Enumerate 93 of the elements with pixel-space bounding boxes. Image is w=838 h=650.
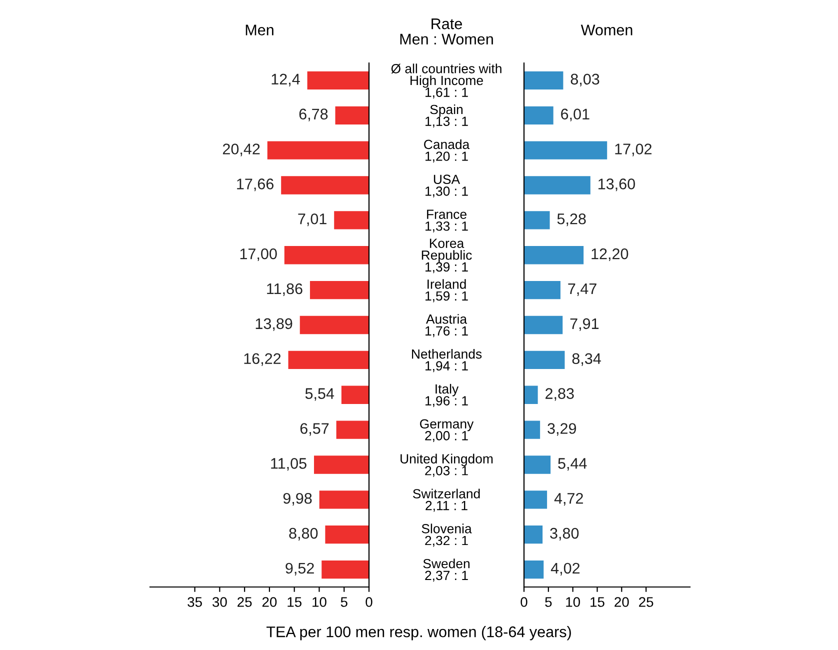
x-tick-label: 15 <box>288 597 302 607</box>
y-tick-label: France 1,33 : 1 <box>426 210 468 232</box>
bar <box>524 560 544 579</box>
data-label: 7,91 <box>570 318 599 331</box>
y-tick-label: Switzerland 2,11 : 1 <box>413 488 480 512</box>
data-label: 9,98 <box>283 492 312 506</box>
x-tick-label: 5 <box>340 597 348 607</box>
bar <box>524 386 538 404</box>
chart-title: Men <box>246 24 274 36</box>
data-label: 4,02 <box>550 562 580 576</box>
bar <box>524 316 563 334</box>
data-label: 11,05 <box>271 458 306 471</box>
bar <box>314 456 369 474</box>
data-label: 4,72 <box>554 492 583 506</box>
data-label: 5,54 <box>305 388 334 401</box>
x-tick-label: 10 <box>312 597 326 607</box>
y-tick-label: Ireland 1,59 : 1 <box>426 279 468 302</box>
bar <box>310 280 369 300</box>
bar <box>319 490 369 509</box>
data-label: 7,01 <box>298 213 326 226</box>
y-tick-label: Germany 2,00 : 1 <box>420 419 474 442</box>
bar <box>334 211 369 230</box>
data-label: 3,80 <box>550 528 579 541</box>
data-label: 13,89 <box>256 318 292 331</box>
data-label: 2,83 <box>546 388 574 401</box>
data-label: 17,00 <box>240 248 277 262</box>
data-label: 13,60 <box>598 178 635 192</box>
bar <box>524 141 608 160</box>
data-label: 20,42 <box>222 144 260 156</box>
bar <box>341 386 369 404</box>
bar <box>524 211 550 230</box>
data-label: 6,78 <box>299 108 328 122</box>
x-tick-label: 0 <box>520 597 528 607</box>
bar <box>284 246 369 264</box>
x-tick-label: 35 <box>188 597 202 607</box>
data-label: 6,57 <box>300 423 329 436</box>
y-tick-label: Ø all countries with High Income 1,61 : 1 <box>391 64 502 99</box>
data-label: 8,80 <box>289 528 318 541</box>
bar <box>281 176 369 194</box>
bar <box>524 176 590 194</box>
bar <box>335 106 369 124</box>
x-tick-label: 15 <box>590 597 604 607</box>
x-tick-label: 5 <box>545 597 552 607</box>
y-tick-label: United Kingdom 2,03 : 1 <box>400 454 493 477</box>
data-label: 5,28 <box>557 213 586 226</box>
y-tick-label: Slovenia 2,32 : 1 <box>422 524 472 547</box>
y-tick-label: Canada 1,20 : 1 <box>424 139 470 162</box>
data-label: 3,29 <box>548 423 576 436</box>
y-tick-label: Austria 1,76 : 1 <box>426 314 468 338</box>
y-tick-label: USA 1,30 : 1 <box>426 174 468 198</box>
x-tick-label: 30 <box>212 597 227 607</box>
data-label: 7,47 <box>568 284 596 296</box>
chart-title: Women <box>580 24 632 36</box>
bar <box>524 350 565 370</box>
data-label: 9,52 <box>286 562 314 576</box>
data-label: 17,02 <box>615 144 652 156</box>
data-label: 5,44 <box>558 458 587 471</box>
bar <box>524 456 551 474</box>
bar <box>322 560 369 579</box>
y-tick-label: Italy 1,96 : 1 <box>426 384 468 408</box>
data-label: 12,4 <box>272 74 300 86</box>
bar <box>325 526 369 544</box>
data-label: 17,66 <box>237 178 274 192</box>
data-label: 8,03 <box>570 74 600 86</box>
bar <box>524 490 548 509</box>
data-label: 11,86 <box>267 283 302 296</box>
bar <box>336 420 369 439</box>
x-tick-label: 0 <box>366 597 372 607</box>
bar <box>307 71 369 90</box>
y-tick-label: Sweden 2,37 : 1 <box>423 558 470 582</box>
x-tick-label: 10 <box>566 597 580 607</box>
bar <box>267 141 369 160</box>
bar <box>524 420 540 439</box>
y-tick-label: Netherlands 1,94 : 1 <box>412 349 482 372</box>
x-tick-label: 20 <box>262 597 277 607</box>
x-axis-title: TEA per 100 men resp. women (18-64 years) <box>266 626 571 640</box>
y-tick-label: Spain 1,13 : 1 <box>426 104 468 128</box>
data-label: 16,22 <box>244 353 281 366</box>
bar <box>524 280 560 300</box>
text: Rate Men : Women <box>400 18 493 45</box>
data-label: 8,34 <box>572 353 601 366</box>
x-tick-label: 25 <box>238 597 252 607</box>
data-label: 12,20 <box>592 248 628 262</box>
bar <box>524 106 554 124</box>
bar <box>524 246 584 264</box>
bar <box>524 526 543 544</box>
bar <box>300 316 369 334</box>
x-tick-label: 20 <box>614 597 629 607</box>
bar <box>288 350 369 370</box>
y-tick-label: Korea Republic 1,39 : 1 <box>422 238 472 274</box>
bar <box>524 71 564 90</box>
data-label: 6,01 <box>561 108 590 122</box>
x-tick-label: 25 <box>639 597 654 607</box>
